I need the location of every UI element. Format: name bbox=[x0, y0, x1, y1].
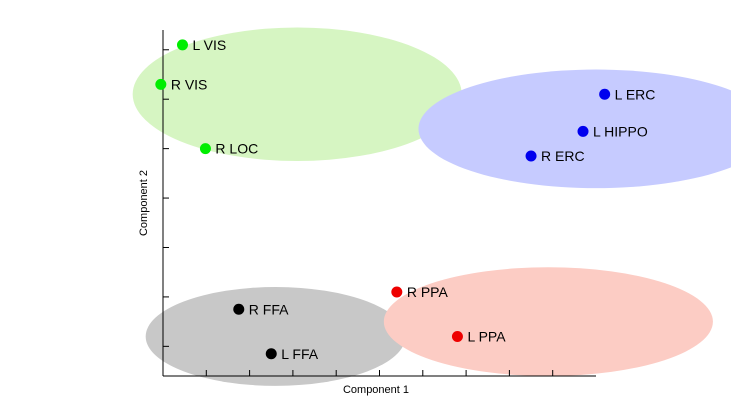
data-point-label: L VIS bbox=[192, 37, 226, 53]
cluster-ellipses bbox=[132, 27, 731, 386]
data-point-label: R ERC bbox=[541, 148, 585, 164]
x-axis-label: Component 1 bbox=[343, 384, 409, 396]
cluster-ellipse-2 bbox=[418, 69, 731, 189]
x-ticks bbox=[162, 370, 554, 376]
data-point-marker bbox=[199, 143, 211, 155]
y-ticks bbox=[163, 49, 169, 347]
cluster-ellipse-4 bbox=[383, 267, 713, 376]
data-points: L VIS R VIS R LOC L ERC L HIPPO R ERC R FFA L F… bbox=[155, 37, 655, 362]
data-point-marker bbox=[155, 78, 167, 90]
data-point-marker bbox=[599, 88, 611, 100]
data-point-label: L FFA bbox=[281, 346, 318, 362]
y-axis-label: Component 2 bbox=[138, 170, 150, 236]
data-point-label: L HIPPO bbox=[593, 123, 648, 139]
data-point-label: R PPA bbox=[407, 284, 449, 300]
data-point-marker bbox=[233, 303, 245, 315]
data-point-label: R LOC bbox=[215, 141, 258, 157]
data-point-marker bbox=[451, 330, 463, 342]
data-point-label: L PPA bbox=[467, 328, 506, 344]
data-point-marker bbox=[525, 150, 537, 162]
data-point-marker bbox=[265, 348, 277, 360]
data-point-marker bbox=[577, 125, 589, 137]
cluster-ellipse-3 bbox=[145, 287, 406, 386]
data-point-label: L ERC bbox=[615, 86, 656, 102]
data-point-marker bbox=[176, 39, 188, 51]
data-point-label: R VIS bbox=[171, 76, 208, 92]
cluster-ellipse-1 bbox=[132, 27, 462, 161]
data-point-label: R FFA bbox=[249, 301, 289, 317]
data-point-marker bbox=[391, 286, 403, 298]
